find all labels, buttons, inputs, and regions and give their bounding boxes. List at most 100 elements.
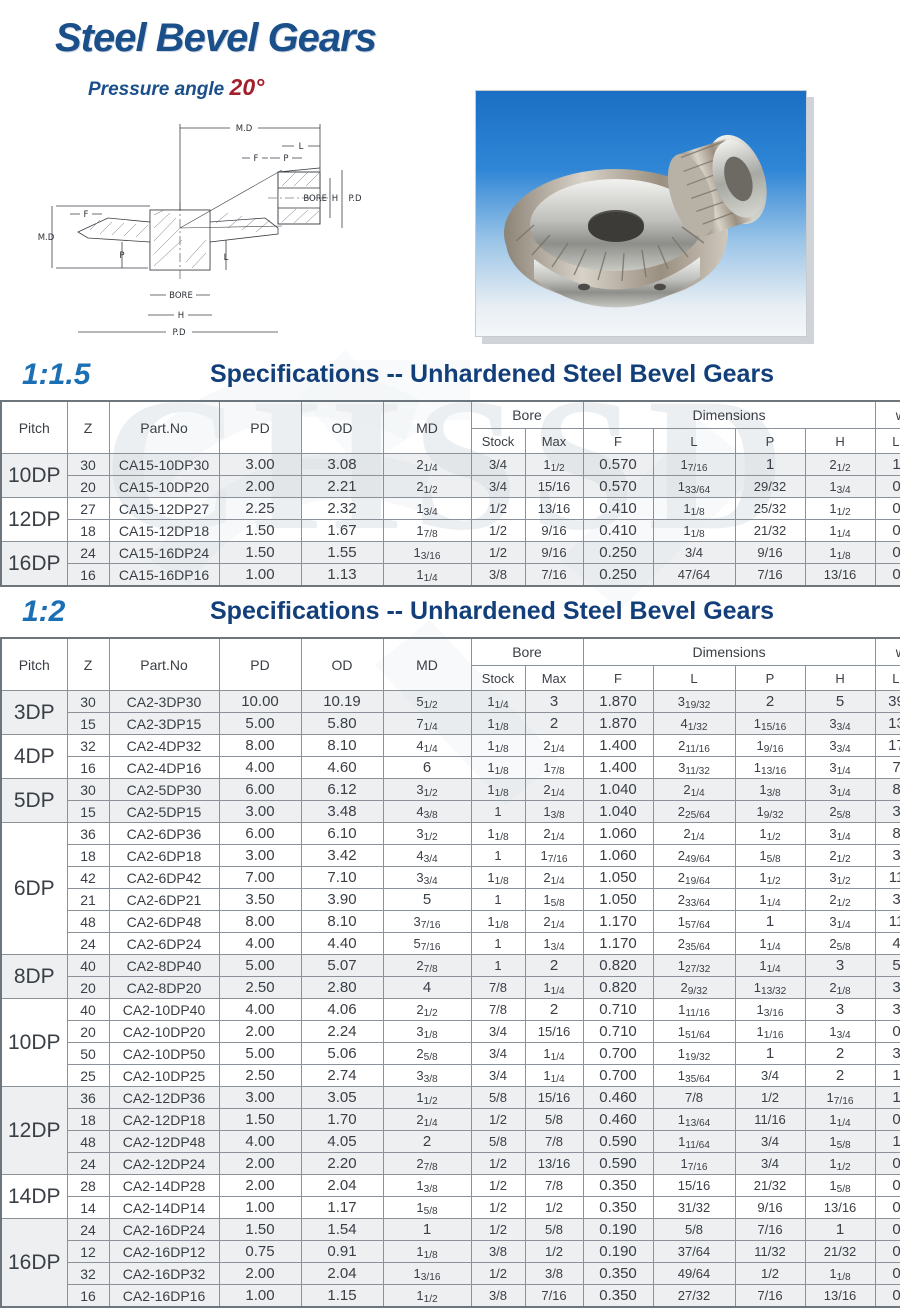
col-header-wt: wt <box>874 637 900 666</box>
row-pd: 4.00 <box>218 998 302 1021</box>
row-h: 3 <box>804 998 876 1021</box>
table-row: 25 CA2-10DP25 2.50 2.74 33/8 3/4 11/4 0.700 135/… <box>1 1064 900 1087</box>
row-bore-max: 7/8 <box>524 1174 584 1197</box>
row-pitch: 3DP <box>0 690 68 735</box>
row-z: 42 <box>66 866 110 889</box>
row-z: 20 <box>66 1020 110 1043</box>
bevel-gear-illustration <box>504 134 767 308</box>
row-wt: 1.5 <box>874 1130 900 1153</box>
col-header-stock: Stock <box>470 428 526 454</box>
diagram-label-l-right: L <box>224 253 229 263</box>
row-part-no: CA2-12DP36 <box>108 1086 220 1109</box>
row-h: 2 <box>804 1064 876 1087</box>
row-od: 3.42 <box>300 844 384 867</box>
row-h: 11/4 <box>804 1108 876 1131</box>
row-f: 0.570 <box>582 453 654 476</box>
row-bore-max: 3/8 <box>524 1262 584 1285</box>
row-md: 25/8 <box>382 1042 472 1065</box>
row-bore-max: 7/16 <box>524 1284 584 1308</box>
row-bore-stock: 1/2 <box>470 541 526 564</box>
gear-cross-section-diagram: M.D L F P BORE H P.D M.D F P L BORE H <box>38 121 362 338</box>
row-pd: 2.00 <box>218 1174 302 1197</box>
col-header-md: MD <box>382 637 472 691</box>
row-l: 17/16 <box>652 453 736 476</box>
row-p: 21/32 <box>734 1174 806 1197</box>
row-f: 0.190 <box>582 1218 654 1241</box>
row-z: 50 <box>66 1042 110 1065</box>
row-l: 49/64 <box>652 1262 736 1285</box>
row-pitch: 14DP <box>0 1174 68 1219</box>
row-pd: 5.00 <box>218 954 302 977</box>
row-pitch: 8DP <box>0 954 68 999</box>
col-header-l: L <box>652 665 736 691</box>
row-wt: 11.4 <box>874 866 900 889</box>
row-bore-max: 17/16 <box>524 844 584 867</box>
row-bore-max: 2 <box>524 954 584 977</box>
row-wt: 7.5 <box>874 756 900 779</box>
row-f: 0.820 <box>582 976 654 999</box>
row-pd: 2.50 <box>218 976 302 999</box>
row-bore-max: 2 <box>524 998 584 1021</box>
row-bore-stock: 11/8 <box>470 910 526 933</box>
row-od: 3.48 <box>300 800 384 823</box>
row-bore-max: 17/8 <box>524 756 584 779</box>
row-od: 5.06 <box>300 1042 384 1065</box>
row-f: 0.350 <box>582 1174 654 1197</box>
row-wt: 1.4 <box>874 1086 900 1109</box>
row-z: 30 <box>66 690 110 713</box>
col-header-bore: Bore <box>470 637 584 666</box>
row-p: 115/16 <box>734 712 806 735</box>
col-header-dimensions: Dimensions <box>582 637 876 666</box>
table-row: 42 CA2-6DP42 7.00 7.10 33/4 11/8 21/4 1.050 219/… <box>1 866 900 889</box>
row-bore-stock: 7/8 <box>470 998 526 1021</box>
row-part-no: CA2-8DP20 <box>108 976 220 999</box>
row-part-no: CA15-16DP16 <box>108 563 220 587</box>
row-pitch: 10DP <box>0 453 68 498</box>
row-md: 6 <box>382 756 472 779</box>
row-od: 1.67 <box>300 519 384 542</box>
table-row: 21 CA2-6DP21 3.50 3.90 5 1 15/8 1.050 233/64 11/4… <box>1 888 900 911</box>
diagram-label-f-top: F <box>254 154 259 164</box>
row-z: 27 <box>66 497 110 520</box>
col-header-f: F <box>582 665 654 691</box>
row-z: 21 <box>66 888 110 911</box>
row-p: 1/2 <box>734 1262 806 1285</box>
col-header-pitch: Pitch <box>0 637 68 691</box>
row-z: 18 <box>66 519 110 542</box>
row-part-no: CA2-16DP16 <box>108 1284 220 1308</box>
table-row: 15 CA2-3DP15 5.00 5.80 71/4 11/8 2 1.870 41/32 11… <box>1 712 900 735</box>
row-bore-stock: 1/2 <box>470 1152 526 1175</box>
row-pd: 8.00 <box>218 910 302 933</box>
row-h: 25/8 <box>804 800 876 823</box>
table-row: 18 CA15-12DP18 1.50 1.67 17/8 1/2 9/16 0.410 11/… <box>1 519 900 542</box>
row-part-no: CA2-10DP50 <box>108 1042 220 1065</box>
row-wt: 5.0 <box>874 954 900 977</box>
row-h: 1 <box>804 1218 876 1241</box>
row-p: 1 <box>734 910 806 933</box>
row-bore-max: 13/4 <box>524 932 584 955</box>
row-pitch: 16DP <box>0 541 68 587</box>
diagram-label-h-bottom: H <box>178 311 184 321</box>
row-z: 24 <box>66 541 110 564</box>
row-od: 4.60 <box>300 756 384 779</box>
row-z: 36 <box>66 822 110 845</box>
row-md: 51/2 <box>382 690 472 713</box>
row-pd: 0.75 <box>218 1240 302 1263</box>
row-wt: 0.2 <box>874 541 900 564</box>
row-wt: 0.1 <box>874 1240 900 1263</box>
row-part-no: CA2-6DP36 <box>108 822 220 845</box>
row-wt: 0.8 <box>874 1152 900 1175</box>
row-l: 21/4 <box>652 778 736 801</box>
row-od: 8.10 <box>300 734 384 757</box>
table-row: 5DP 30 CA2-5DP30 6.00 6.12 31/2 11/8 21/4 1.040 2… <box>0 778 900 823</box>
row-pd: 5.00 <box>218 1042 302 1065</box>
row-h: 21/2 <box>804 453 876 476</box>
table-row: 14 CA2-14DP14 1.00 1.17 15/8 1/2 1/2 0.350 31/32… <box>1 1196 900 1219</box>
row-z: 24 <box>66 1218 110 1241</box>
row-bore-stock: 11/8 <box>470 712 526 735</box>
row-bore-stock: 3/8 <box>470 563 526 587</box>
specification-sections: 1:1.5 Specifications -- Unhardened Steel … <box>0 356 900 1308</box>
col-header-od: OD <box>300 400 384 454</box>
table-row: 8DP 40 CA2-8DP40 5.00 5.07 27/8 1 2 0.820 127/32 1… <box>0 954 900 999</box>
row-part-no: CA2-4DP32 <box>108 734 220 757</box>
